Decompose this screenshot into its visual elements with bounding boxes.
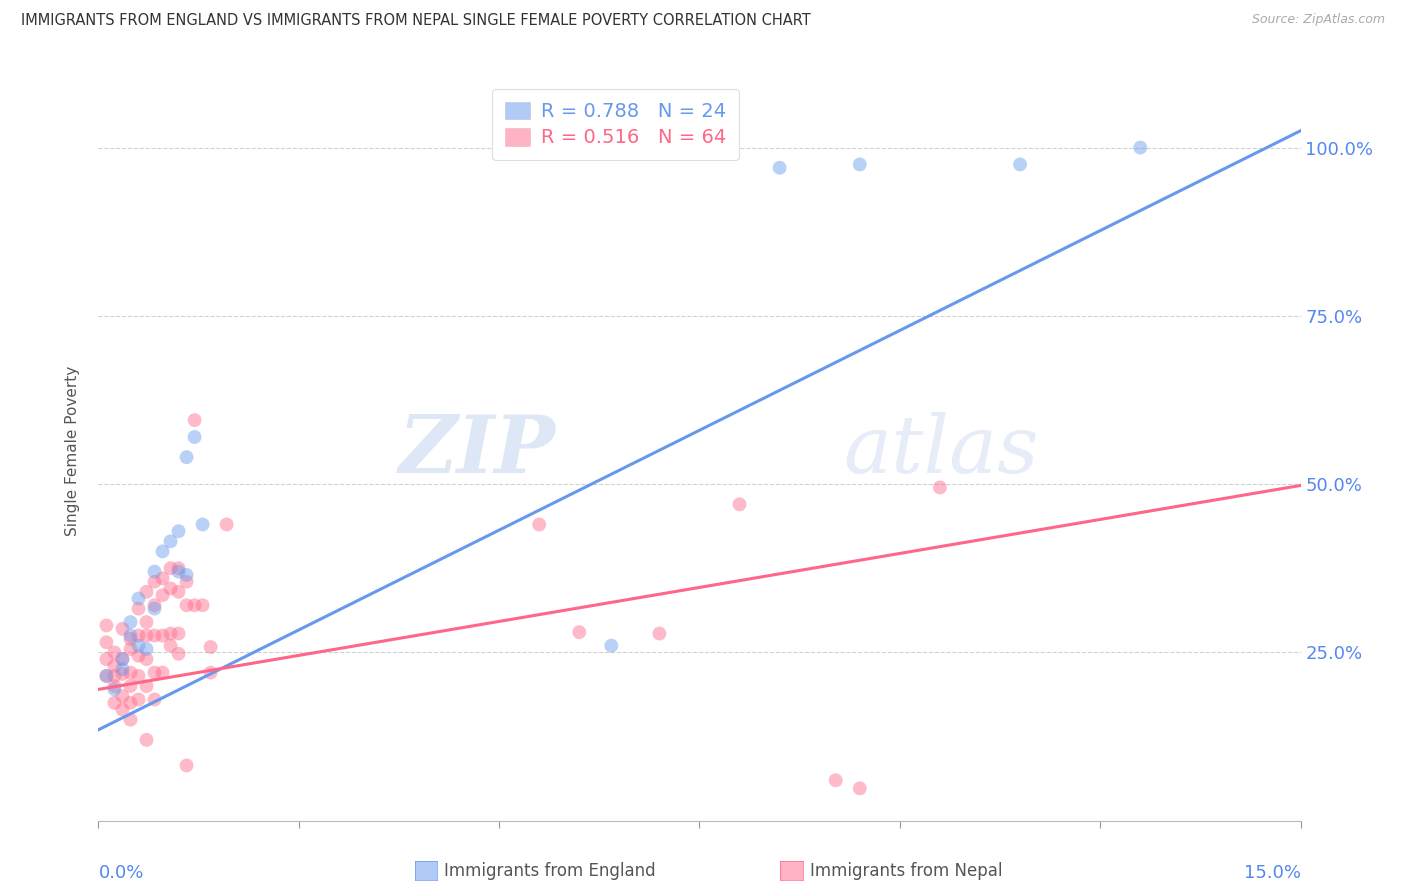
Point — [600, 639, 623, 653]
Point — [824, 773, 846, 788]
Point — [143, 574, 166, 589]
Text: ZIP: ZIP — [398, 412, 555, 489]
Point — [167, 561, 190, 575]
Point — [128, 692, 150, 706]
Point — [183, 413, 205, 427]
Point — [111, 689, 134, 703]
Point — [143, 601, 166, 615]
Point — [176, 758, 198, 772]
Point — [120, 615, 142, 629]
Point — [849, 781, 872, 796]
Point — [143, 665, 166, 680]
Point — [159, 582, 181, 596]
Point — [200, 640, 222, 654]
Point — [1010, 157, 1032, 171]
Point — [128, 639, 150, 653]
Point — [120, 628, 142, 642]
Point — [568, 625, 591, 640]
Point — [143, 628, 166, 642]
Y-axis label: Single Female Poverty: Single Female Poverty — [65, 366, 80, 535]
Point — [183, 599, 205, 613]
Point — [529, 517, 551, 532]
Point — [159, 561, 181, 575]
Point — [200, 665, 222, 680]
Point — [103, 669, 125, 683]
Point — [128, 601, 150, 615]
Point — [135, 732, 157, 747]
Point — [120, 665, 142, 680]
Point — [120, 713, 142, 727]
Point — [143, 565, 166, 579]
Point — [143, 599, 166, 613]
Point — [929, 481, 952, 495]
Point — [191, 517, 214, 532]
Point — [167, 565, 190, 579]
Point — [120, 696, 142, 710]
Point — [159, 534, 181, 549]
Point — [183, 430, 205, 444]
Point — [152, 665, 174, 680]
Point — [103, 645, 125, 659]
Point — [176, 568, 198, 582]
Legend: R = 0.788   N = 24, R = 0.516   N = 64: R = 0.788 N = 24, R = 0.516 N = 64 — [492, 89, 738, 160]
Point — [103, 696, 125, 710]
Point — [128, 669, 150, 683]
Text: IMMIGRANTS FROM ENGLAND VS IMMIGRANTS FROM NEPAL SINGLE FEMALE POVERTY CORRELATI: IMMIGRANTS FROM ENGLAND VS IMMIGRANTS FR… — [21, 13, 811, 29]
Point — [167, 584, 190, 599]
Point — [111, 652, 134, 666]
Point — [215, 517, 238, 532]
Text: Immigrants from Nepal: Immigrants from Nepal — [810, 862, 1002, 880]
Text: Source: ZipAtlas.com: Source: ZipAtlas.com — [1251, 13, 1385, 27]
Point — [111, 667, 134, 681]
Text: Immigrants from England: Immigrants from England — [444, 862, 657, 880]
Point — [769, 161, 792, 175]
Point — [152, 588, 174, 602]
Point — [111, 662, 134, 676]
Point — [135, 642, 157, 657]
Point — [176, 599, 198, 613]
Point — [152, 571, 174, 585]
Point — [111, 622, 134, 636]
Point — [191, 599, 214, 613]
Point — [849, 157, 872, 171]
Point — [728, 497, 751, 511]
Point — [111, 652, 134, 666]
Point — [128, 591, 150, 606]
Point — [159, 626, 181, 640]
Point — [135, 615, 157, 629]
Point — [152, 544, 174, 558]
Point — [648, 626, 671, 640]
Point — [128, 648, 150, 663]
Text: 0.0%: 0.0% — [98, 864, 143, 882]
Point — [128, 628, 150, 642]
Point — [152, 628, 174, 642]
Point — [96, 669, 118, 683]
Text: atlas: atlas — [844, 412, 1039, 489]
Point — [135, 628, 157, 642]
Point — [120, 632, 142, 646]
Point — [176, 574, 198, 589]
Point — [96, 618, 118, 632]
Point — [103, 679, 125, 693]
Point — [103, 682, 125, 697]
Point — [135, 679, 157, 693]
Point — [120, 642, 142, 657]
Point — [96, 669, 118, 683]
Point — [103, 658, 125, 673]
Point — [96, 652, 118, 666]
Point — [120, 679, 142, 693]
Point — [96, 635, 118, 649]
Point — [176, 450, 198, 465]
Point — [1129, 140, 1152, 154]
Point — [135, 652, 157, 666]
Point — [159, 639, 181, 653]
Point — [111, 703, 134, 717]
Point — [167, 647, 190, 661]
Text: 15.0%: 15.0% — [1243, 864, 1301, 882]
Point — [167, 626, 190, 640]
Point — [167, 524, 190, 539]
Point — [135, 584, 157, 599]
Point — [143, 692, 166, 706]
